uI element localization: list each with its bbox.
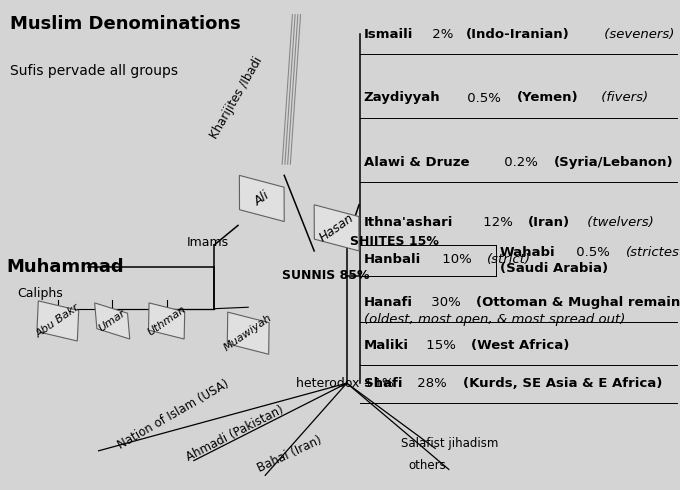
Text: Ismaili: Ismaili [364,28,413,41]
Text: Alawi & Druze: Alawi & Druze [364,156,469,169]
Text: Muhammad: Muhammad [7,258,124,276]
Text: Hanbali: Hanbali [364,253,421,266]
Text: (oldest, most open, & most spread out): (oldest, most open, & most spread out) [364,313,625,326]
Text: Imams: Imams [187,236,229,249]
Polygon shape [314,205,359,251]
Text: (fivers): (fivers) [596,92,647,104]
Text: (strictest): (strictest) [626,246,680,259]
Text: Muslim Denominations: Muslim Denominations [10,15,241,33]
Text: (Kurds, SE Asia & E Africa): (Kurds, SE Asia & E Africa) [462,377,662,390]
Text: Salafist jihadism: Salafist jihadism [401,437,498,450]
Text: Umar: Umar [97,308,128,334]
Text: Ahmadi (Pakistan): Ahmadi (Pakistan) [184,403,286,464]
Polygon shape [148,303,185,339]
Text: (twelvers): (twelvers) [583,217,653,229]
Text: Hanafi: Hanafi [364,296,413,309]
Text: 12%: 12% [479,217,517,229]
Text: SUNNIS 85%: SUNNIS 85% [282,270,370,282]
Text: heterodox +1%: heterodox +1% [296,377,394,390]
Text: Uthman: Uthman [146,304,188,338]
Text: 10%: 10% [438,253,476,266]
Text: Shafi: Shafi [364,377,403,390]
Polygon shape [227,312,269,354]
Text: Wahabi: Wahabi [500,246,556,259]
Text: Sufis pervade all groups: Sufis pervade all groups [10,64,178,78]
Text: 30%: 30% [427,296,465,309]
Text: 15%: 15% [422,339,460,352]
Text: Maliki: Maliki [364,339,409,352]
Text: (Indo-Iranian): (Indo-Iranian) [466,28,569,41]
Text: Ithna'ashari: Ithna'ashari [364,217,453,229]
Text: Muawiyah: Muawiyah [222,313,274,353]
Text: SHIITES 15%: SHIITES 15% [350,235,439,247]
Text: others: others [408,459,446,472]
Text: Ali: Ali [252,189,272,208]
Text: Hasan: Hasan [317,211,356,245]
Text: (Iran): (Iran) [528,217,571,229]
Text: Bahai (Iran): Bahai (Iran) [255,434,324,475]
Text: Zaydiyyah: Zaydiyyah [364,92,441,104]
Text: (seveners): (seveners) [600,28,674,41]
Text: 0.2%: 0.2% [500,156,542,169]
Text: (strict): (strict) [487,253,530,266]
Text: (Saudi Arabia): (Saudi Arabia) [500,262,608,275]
Text: (Syria/Lebanon): (Syria/Lebanon) [554,156,674,169]
Polygon shape [239,175,284,221]
Text: Nation of Islam (USA): Nation of Islam (USA) [116,377,231,451]
Text: Abu Bakr: Abu Bakr [34,302,82,340]
Text: 28%: 28% [413,377,452,390]
Text: Caliphs: Caliphs [17,288,63,300]
Text: (Ottoman & Mughal remains): (Ottoman & Mughal remains) [476,296,680,309]
Polygon shape [95,303,130,339]
Text: 2%: 2% [428,28,457,41]
Polygon shape [37,301,79,341]
Text: (West Africa): (West Africa) [471,339,569,352]
Text: 0.5%: 0.5% [572,246,613,259]
Text: (Yemen): (Yemen) [517,92,579,104]
Text: 0.5%: 0.5% [462,92,505,104]
Text: Kharijites /Ibadi: Kharijites /Ibadi [207,55,265,141]
